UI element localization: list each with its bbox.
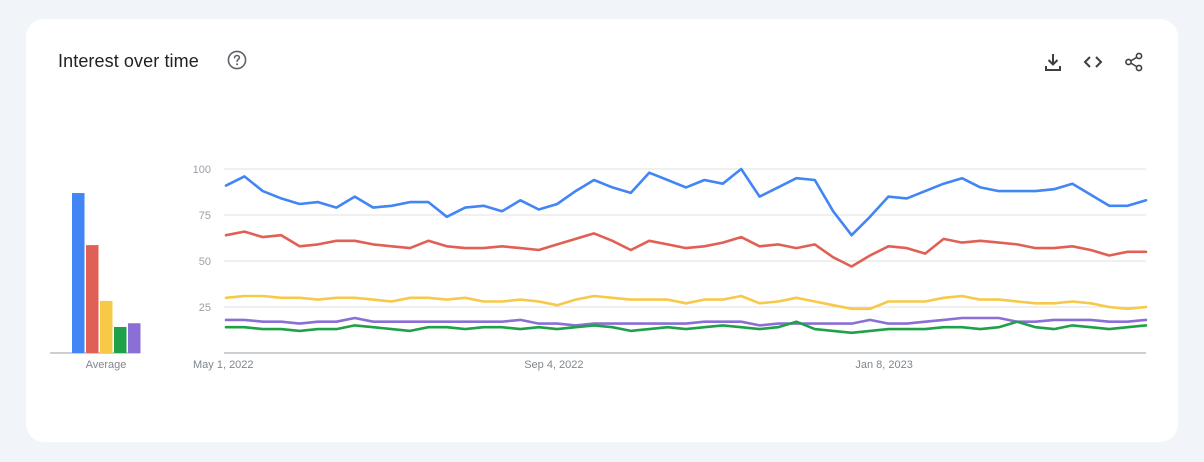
x-tick-label: Sep 4, 2022	[524, 359, 583, 371]
card-title: Interest over time	[58, 51, 199, 71]
average-bar	[128, 323, 141, 353]
embed-code-icon[interactable]	[1082, 51, 1104, 73]
series-line	[224, 294, 1148, 311]
series-line	[224, 320, 1148, 335]
average-bar	[114, 326, 127, 353]
y-tick-label: 100	[193, 164, 211, 176]
average-bar	[100, 300, 113, 353]
y-tick-label: 25	[199, 302, 211, 314]
x-tick-label: May 1, 2022	[193, 359, 254, 371]
help-circle-icon[interactable]	[227, 50, 247, 70]
series-line	[224, 230, 1148, 268]
download-icon[interactable]	[1042, 51, 1064, 73]
y-tick-label: 75	[199, 210, 211, 222]
series-line	[224, 316, 1148, 327]
interest-over-time-card: Interest over time Average 25 50 75 100 May …	[26, 19, 1178, 442]
share-icon[interactable]	[1123, 51, 1145, 73]
interest-line-chart: 25 50 75 100 May 1, 2022 Sep 4, 2022 Jan 8, 20…	[193, 164, 1148, 371]
average-bar	[72, 193, 85, 353]
x-tick-label: Jan 8, 2023	[855, 359, 913, 371]
y-tick-label: 50	[199, 256, 211, 268]
average-label: Average	[86, 359, 127, 371]
series-line	[224, 167, 1148, 237]
average-bar-chart: Average	[50, 193, 141, 371]
average-bar	[86, 245, 99, 353]
